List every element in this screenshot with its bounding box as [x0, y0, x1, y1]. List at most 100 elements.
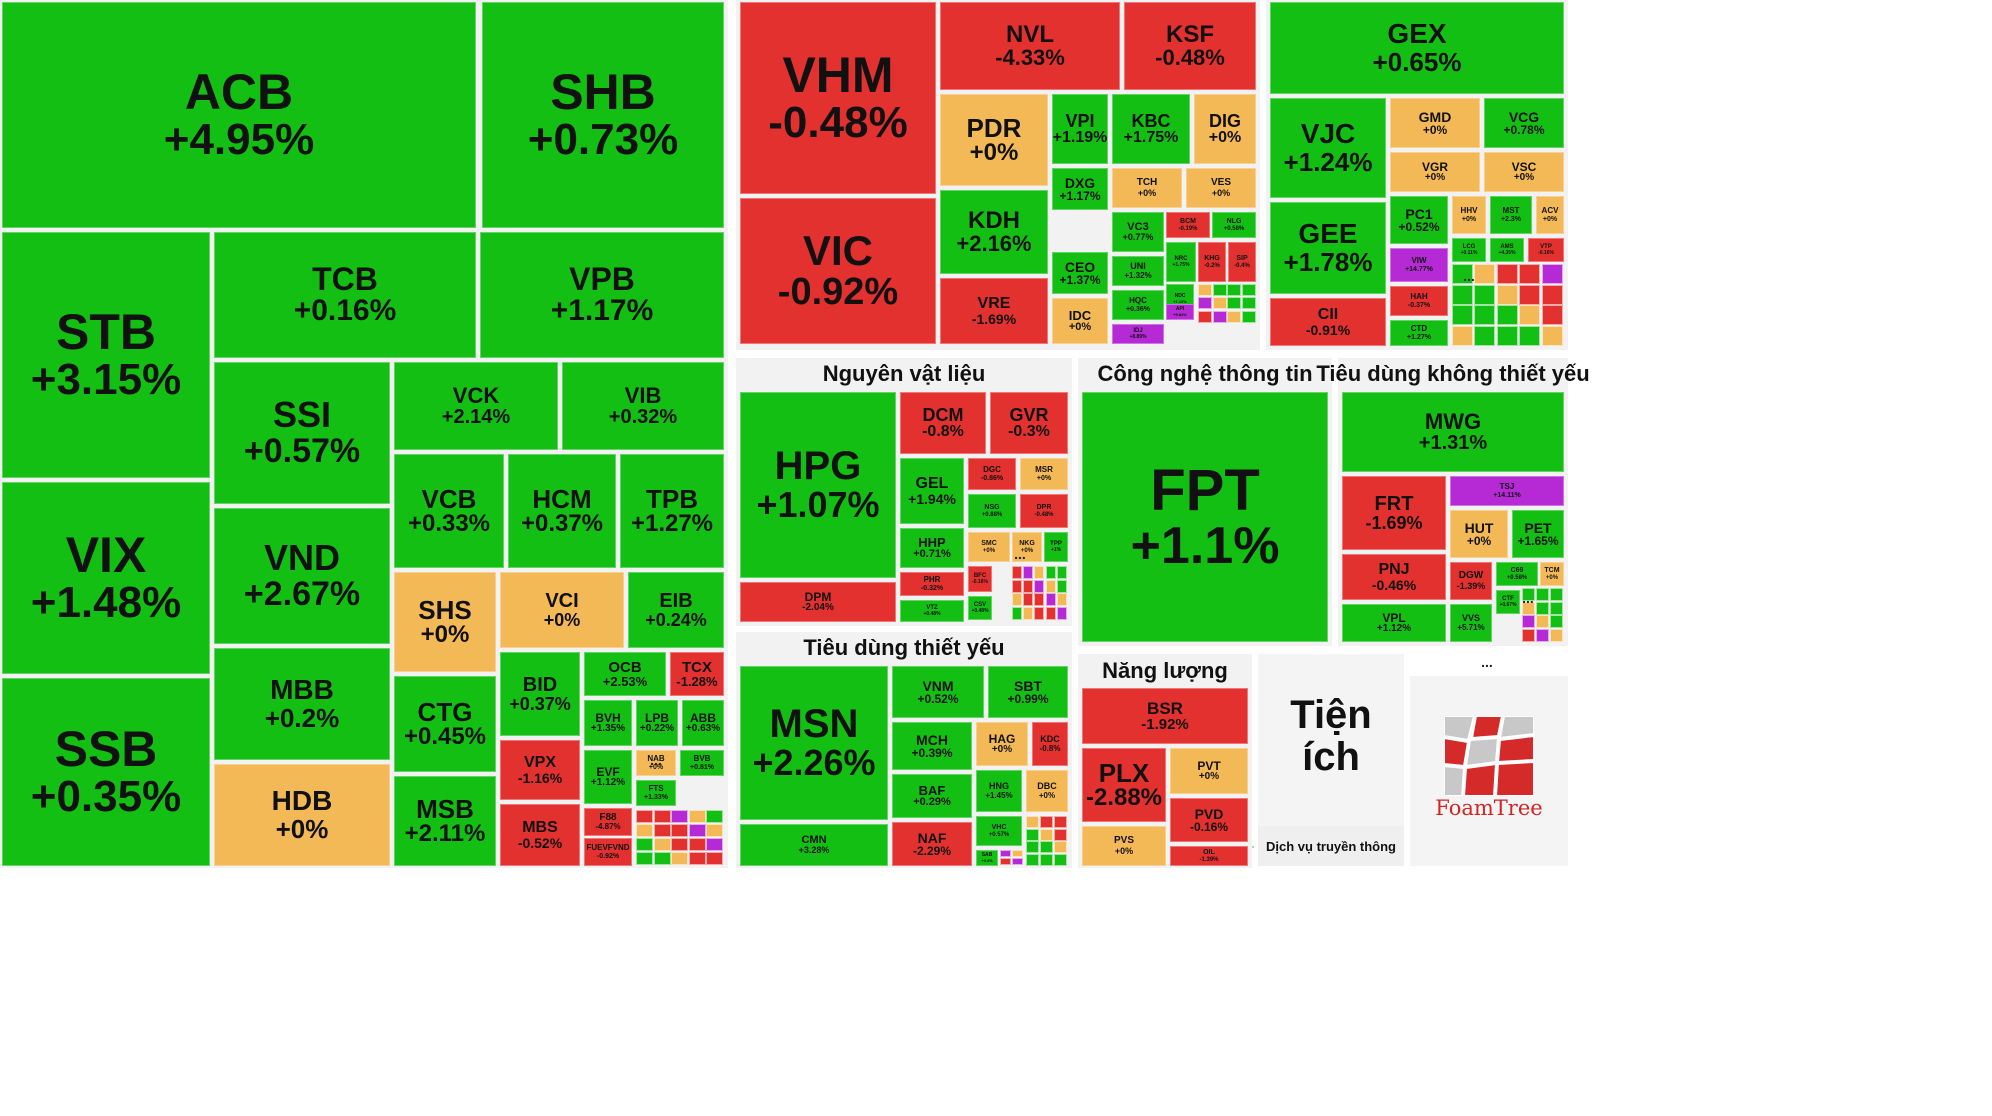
stock-tile[interactable]: NRC +1.75% [1166, 242, 1196, 282]
stock-tile[interactable]: LCG +0.11% [1452, 238, 1486, 262]
stock-tile[interactable]: TPP +1% [1044, 532, 1068, 562]
stock-tile[interactable]: HHV +0% [1452, 196, 1486, 234]
stock-tile[interactable]: BVB +0.81% [680, 750, 724, 776]
stock-tile[interactable]: VSC +0% [1484, 152, 1564, 192]
stock-tile[interactable]: IDC +0% [1052, 298, 1108, 344]
stock-tile[interactable]: NSG +0.88% [968, 494, 1016, 528]
stock-tile[interactable]: TPB +1.27% [620, 454, 724, 568]
stock-tile[interactable]: C69 +0.58% [1496, 562, 1538, 586]
stock-tile[interactable]: DIG +0% [1194, 94, 1256, 164]
stock-tile[interactable]: FUEVFVND -0.92% [584, 838, 632, 866]
stock-tile[interactable]: PET +1.65% [1512, 510, 1564, 558]
stock-tile[interactable]: VCB +0.33% [394, 454, 504, 568]
stock-tile[interactable]: SIP -0.4% [1228, 242, 1256, 282]
stock-tile[interactable]: VPI +1.19% [1052, 94, 1108, 164]
stock-tile[interactable]: KHG -0.2% [1198, 242, 1226, 282]
stock-tile[interactable]: ACV +0% [1536, 196, 1564, 234]
stock-tile[interactable]: BVH +1.35% [584, 700, 632, 746]
stock-tile[interactable]: TCX -1.28% [670, 652, 724, 696]
stock-tile[interactable]: PDR +0% [940, 94, 1048, 186]
stock-tile[interactable]: MSB +2.11% [394, 776, 496, 866]
stock-tile[interactable]: SBT +0.99% [988, 666, 1068, 718]
stock-tile[interactable]: VCK +2.14% [394, 362, 558, 450]
stock-tile[interactable]: AMS +4.35% [1490, 238, 1524, 262]
stock-tile[interactable]: OIL -1.39% [1170, 846, 1248, 866]
stock-tile[interactable]: VVS +5.71% [1450, 604, 1492, 642]
more-indicator[interactable]: ... [1481, 654, 1493, 670]
stock-tile[interactable]: VIW +14.77% [1390, 248, 1448, 282]
stock-tile[interactable]: MWG +1.31% [1342, 392, 1564, 472]
stock-tile[interactable]: VES +0% [1186, 168, 1256, 208]
more-indicator[interactable]: ... [1522, 590, 1534, 606]
stock-tile[interactable]: SMC +0% [968, 532, 1010, 562]
stock-tile[interactable]: TSJ +14.11% [1450, 476, 1564, 506]
stock-tile[interactable]: CTG +0.45% [394, 676, 496, 772]
stock-tile[interactable]: ABB +0.63% [682, 700, 724, 746]
stock-tile[interactable]: PHR -0.32% [900, 572, 964, 596]
stock-tile[interactable]: HAG +0% [976, 722, 1028, 766]
stock-tile[interactable]: VPB +1.17% [480, 232, 724, 358]
stock-tile[interactable]: HPG +1.07% [740, 392, 896, 578]
stock-tile[interactable]: KDC -0.8% [1032, 722, 1068, 766]
stock-tile[interactable]: NLG +0.58% [1212, 212, 1256, 238]
stock-tile[interactable]: HDB +0% [214, 764, 390, 866]
stock-tile[interactable]: GMD +0% [1390, 98, 1480, 148]
stock-tile[interactable]: CSV +0.48% [968, 596, 992, 620]
stock-tile[interactable]: IDJ +8.89% [1112, 324, 1164, 344]
stock-tile[interactable]: CEO +1.37% [1052, 252, 1108, 294]
stock-tile[interactable]: FRT -1.69% [1342, 476, 1446, 550]
more-indicator[interactable]: ... [1463, 268, 1475, 284]
stock-tile[interactable]: VRE -1.69% [940, 278, 1048, 344]
stock-tile[interactable]: VND +2.67% [214, 508, 390, 644]
stock-tile[interactable]: DPR -0.48% [1020, 494, 1068, 528]
stock-tile[interactable]: EIB +0.24% [628, 572, 724, 648]
more-indicator[interactable]: ... [1014, 546, 1026, 562]
stock-tile[interactable]: SHB +0.73% [482, 2, 724, 228]
stock-tile[interactable]: VIX +1.48% [2, 482, 210, 674]
stock-tile[interactable]: DCM -0.8% [900, 392, 986, 454]
stock-tile[interactable]: GEX +0.65% [1270, 2, 1564, 94]
stock-tile[interactable]: VCG +0.78% [1484, 98, 1564, 148]
stock-tile[interactable]: KBC +1.75% [1112, 94, 1190, 164]
stock-tile[interactable]: SSB +0.35% [2, 678, 210, 866]
stock-tile[interactable]: UNI +1.32% [1112, 256, 1164, 286]
stock-tile[interactable]: HQC +0.36% [1112, 290, 1164, 320]
stock-tile[interactable]: VIC -0.92% [740, 198, 936, 344]
stock-tile[interactable]: VNM +0.52% [892, 666, 984, 718]
more-indicator[interactable]: ... [650, 752, 662, 768]
stock-tile[interactable]: MBB +0.2% [214, 648, 390, 760]
stock-tile[interactable]: VTZ +0.48% [900, 600, 964, 622]
stock-tile[interactable]: VIB +0.32% [562, 362, 724, 450]
stock-tile[interactable]: VPL +1.12% [1342, 604, 1446, 642]
stock-tile[interactable]: EVF +1.12% [584, 750, 632, 804]
stock-tile[interactable]: ACB +4.95% [2, 2, 476, 228]
stock-tile[interactable]: CMN +3.28% [740, 824, 888, 866]
stock-tile[interactable]: GEE +1.78% [1270, 202, 1386, 294]
stock-tile[interactable]: OCB +2.53% [584, 652, 666, 696]
stock-tile[interactable]: SHS +0% [394, 572, 496, 672]
stock-tile[interactable]: LPB +0.22% [636, 700, 678, 746]
stock-tile[interactable]: DGC -0.86% [968, 458, 1016, 490]
stock-tile[interactable]: API +9.84% [1166, 304, 1194, 320]
stock-tile[interactable]: FPT +1.1% [1082, 392, 1328, 642]
stock-tile[interactable]: TCB +0.16% [214, 232, 476, 358]
media-sector-label[interactable]: Dịch vụ truyền thông [1258, 826, 1404, 866]
stock-tile[interactable]: CTD +1.27% [1390, 320, 1448, 346]
stock-tile[interactable]: VPX -1.16% [500, 740, 580, 800]
stock-tile[interactable]: SSI +0.57% [214, 362, 390, 504]
stock-tile[interactable]: PC1 +0.52% [1390, 196, 1448, 244]
stock-tile[interactable]: NKG +0% [1012, 532, 1042, 562]
stock-tile[interactable]: NAF -2.29% [892, 822, 972, 866]
stock-tile[interactable]: STB +3.15% [2, 232, 210, 478]
stock-tile[interactable]: VTP -0.16% [1528, 238, 1564, 262]
stock-tile[interactable]: MCH +0.39% [892, 722, 972, 770]
stock-tile[interactable]: CII -0.91% [1270, 298, 1386, 346]
stock-tile[interactable]: VJC +1.24% [1270, 98, 1386, 198]
stock-tile[interactable]: GEL +1.94% [900, 458, 964, 524]
stock-tile[interactable]: TCM +0% [1540, 562, 1564, 586]
stock-tile[interactable]: BAF +0.29% [892, 774, 972, 818]
stock-tile[interactable]: PNJ -0.46% [1342, 554, 1446, 600]
stock-tile[interactable]: TCH +0% [1112, 168, 1182, 208]
stock-tile[interactable]: DBC +0% [1026, 770, 1068, 812]
stock-tile[interactable]: VHM -0.48% [740, 2, 936, 194]
